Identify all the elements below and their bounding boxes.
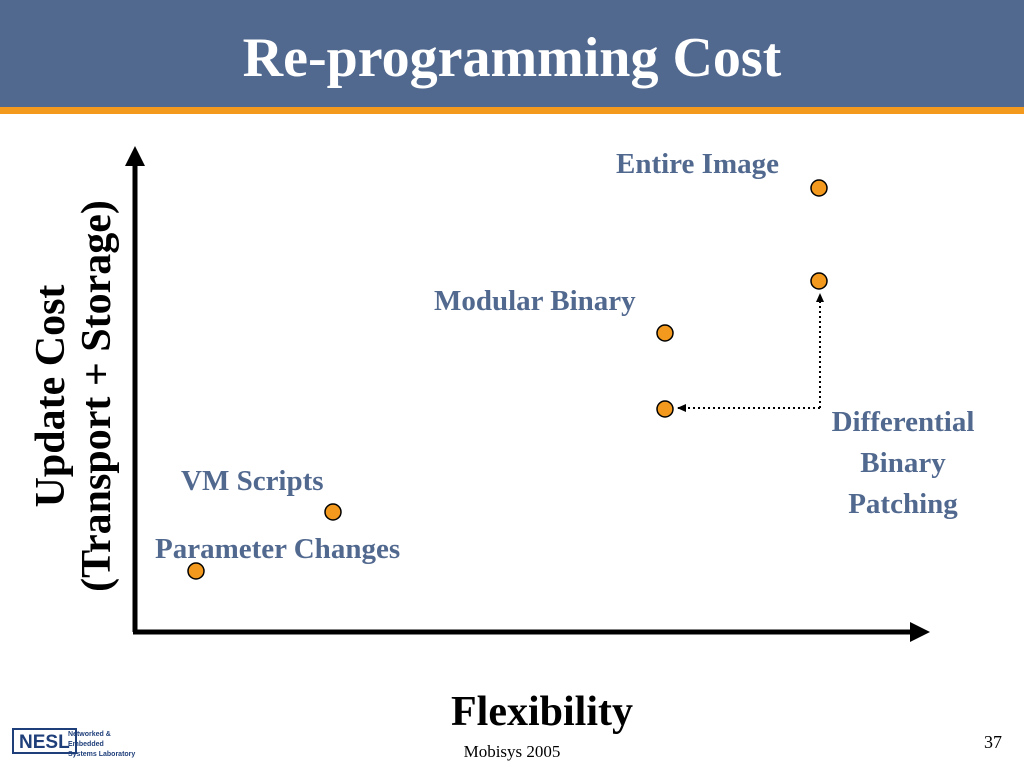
point-differential-image-patch	[810, 272, 828, 290]
label-parameter-changes: Parameter Changes	[155, 533, 401, 565]
point-vm-scripts	[324, 503, 342, 521]
label-patching-line-2: Binary	[860, 447, 946, 479]
label-patching-line-3: Patching	[848, 488, 958, 520]
logo-mark: NESL	[12, 728, 77, 754]
point-parameter-changes	[187, 562, 205, 580]
label-patching-line-1: Differential	[831, 406, 975, 438]
point-modular-binary	[656, 324, 674, 342]
footer-conference: Mobisys 2005	[463, 742, 561, 761]
point-differential-binary-patch	[656, 400, 674, 418]
point-entire-image	[810, 179, 828, 197]
page-number: 37	[984, 732, 1002, 752]
y-axis-arrowhead	[125, 146, 145, 166]
logo-caption: Networked & Embedded Systems Laboratory	[68, 730, 138, 760]
title-accent-stripe	[0, 107, 1024, 114]
label-modular-binary: Modular Binary	[434, 285, 636, 317]
label-entire-image: Entire Image	[616, 148, 779, 180]
y-axis-title-line-1: Update Cost	[28, 284, 74, 508]
x-axis-arrowhead	[910, 622, 930, 642]
slide-title: Re-programming Cost	[242, 27, 782, 89]
title-bar	[0, 0, 1024, 107]
label-differential-binary-patching: Differential Binary Patching	[808, 402, 998, 525]
nesl-logo: NESL Networked & Embedded Systems Labora…	[12, 728, 136, 758]
x-axis-title: Flexibility	[451, 689, 633, 735]
logo-caption-line-2: Systems Laboratory	[68, 751, 136, 758]
y-axis-title-line-2: (Transport + Storage)	[74, 200, 120, 592]
logo-caption-line-1: Networked & Embedded	[68, 731, 111, 748]
label-vm-scripts: VM Scripts	[181, 465, 324, 497]
